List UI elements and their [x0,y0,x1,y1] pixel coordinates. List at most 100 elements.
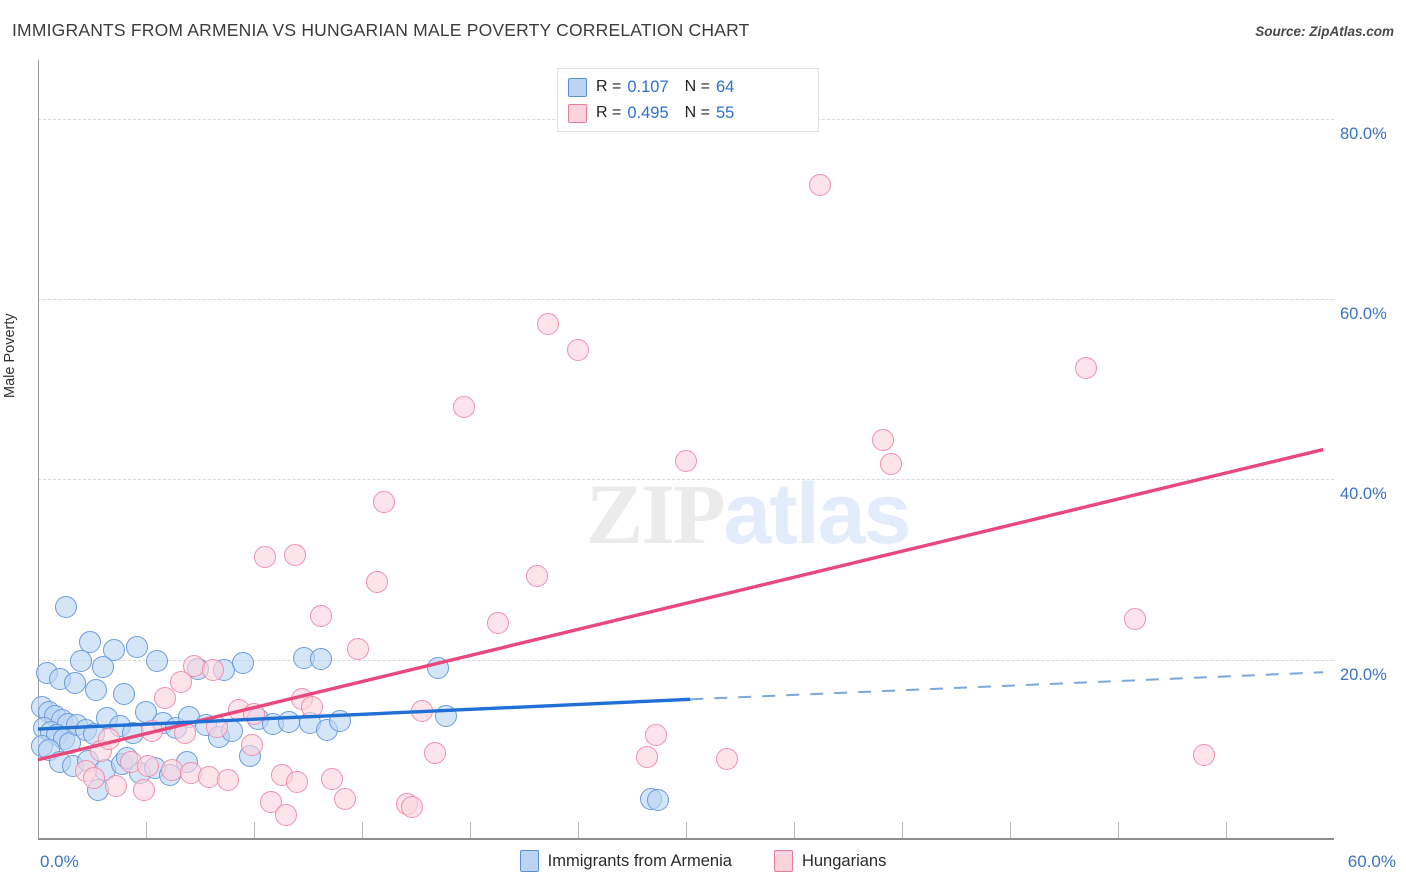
data-point[interactable] [169,671,192,694]
data-point[interactable] [240,734,263,757]
data-point[interactable] [70,649,93,672]
r-label-armenia: R = [596,78,622,95]
data-point[interactable] [808,174,831,197]
data-point[interactable] [104,774,127,797]
r-label-hungarians: R = [596,104,622,121]
data-point[interactable] [232,652,255,675]
data-point[interactable] [83,766,106,789]
data-point[interactable] [346,637,369,660]
n-value-hungarians: 55 [715,103,735,122]
y-axis-line [38,60,39,840]
data-point[interactable] [102,638,125,661]
trend-lines-layer [37,447,1324,762]
data-point[interactable] [333,787,356,810]
legend-label-hungarians: Hungarians [801,851,887,870]
data-point[interactable] [567,339,589,362]
data-point[interactable] [63,672,86,695]
data-point[interactable] [91,655,114,678]
data-point[interactable] [424,742,447,765]
n-label-hungarians: N = [684,104,710,121]
trend-line-armenia [37,697,691,731]
data-point[interactable] [1124,608,1147,631]
trend-line-armenia-extrapolated [690,671,1324,701]
r-value-hungarians: 0.495 [627,103,669,122]
gridline-60 [38,298,1334,300]
data-point[interactable] [452,396,475,419]
x-tick-35 [794,822,795,840]
legend-item-armenia[interactable]: Immigrants from Armenia [519,850,732,872]
data-point[interactable] [320,767,343,790]
data-point[interactable] [284,544,307,567]
x-axis-max-label: 60.0% [1347,852,1396,871]
stats-row-armenia: R = 0.107 N = 64 [568,74,808,100]
data-point[interactable] [132,778,155,801]
legend-chip-armenia [519,850,539,872]
data-point[interactable] [275,803,298,826]
data-point[interactable] [85,679,108,702]
data-point[interactable] [126,636,149,659]
data-point[interactable] [154,686,177,709]
stats-row-hungarians: R = 0.495 N = 55 [568,100,808,126]
data-point[interactable] [525,564,548,587]
x-tick-30 [686,822,687,840]
x-tick-55 [1226,822,1227,840]
data-point[interactable] [716,747,739,770]
data-point[interactable] [536,313,559,336]
legend-item-hungarians[interactable]: Hungarians [773,850,887,872]
legend-label-armenia: Immigrants from Armenia [547,851,732,870]
data-point[interactable] [55,596,78,619]
y-tick-label-800: 80.0% [1340,124,1387,143]
data-point[interactable] [646,789,669,812]
plot-area: ZIPatlas 80.0% 60.0% 40.0% 20.0% [31,60,1387,840]
data-point[interactable] [217,769,240,792]
x-tick-5 [146,822,147,840]
trend-line-hungarians [37,447,1324,762]
data-point[interactable] [487,611,510,634]
y-tick-label-400: 40.0% [1340,485,1387,504]
data-point[interactable] [113,682,136,705]
data-point[interactable] [636,746,659,769]
data-point[interactable] [1074,357,1097,380]
n-value-armenia: 64 [715,77,735,96]
data-point[interactable] [1193,744,1216,767]
r-value-armenia: 0.107 [627,77,669,96]
x-axis-min-label: 0.0% [40,852,79,871]
x-tick-40 [902,822,903,840]
data-point[interactable] [372,490,395,513]
data-point[interactable] [400,795,423,818]
y-tick-label-200: 20.0% [1340,665,1387,684]
legend-swatch-armenia [568,77,587,97]
data-point[interactable] [78,630,101,653]
x-tick-50 [1118,822,1119,840]
data-point[interactable] [309,605,332,628]
data-point[interactable] [145,649,168,672]
x-tick-10 [254,822,255,840]
gridline-20 [38,659,1334,661]
x-tick-45 [1010,822,1011,840]
x-tick-20 [470,822,471,840]
n-label-armenia: N = [684,78,710,95]
source-attribution: Source: ZipAtlas.com [1255,24,1394,39]
legend-chip-hungarians [773,850,793,872]
y-tick-label-600: 60.0% [1340,304,1387,323]
data-point[interactable] [309,647,332,670]
data-point[interactable] [644,724,667,747]
data-point[interactable] [675,450,697,473]
y-axis-title: Male Poverty [2,313,18,398]
data-point[interactable] [201,659,224,682]
correlation-stats-legend: R = 0.107 N = 64 R = 0.495 N = 55 [557,68,819,132]
x-axis-line [38,838,1334,840]
data-point[interactable] [880,452,903,475]
legend-swatch-hungarians [568,103,587,123]
data-point[interactable] [286,771,309,794]
x-tick-25 [578,822,579,840]
x-tick-15 [362,822,363,840]
data-point[interactable] [253,545,276,568]
gridline-40 [38,479,1334,481]
data-point[interactable] [871,428,894,451]
page-title: IMMIGRANTS FROM ARMENIA VS HUNGARIAN MAL… [12,20,750,40]
series-legend: Immigrants from Armenia Hungarians [0,850,1406,872]
data-point[interactable] [366,571,389,594]
data-point[interactable] [137,755,160,778]
